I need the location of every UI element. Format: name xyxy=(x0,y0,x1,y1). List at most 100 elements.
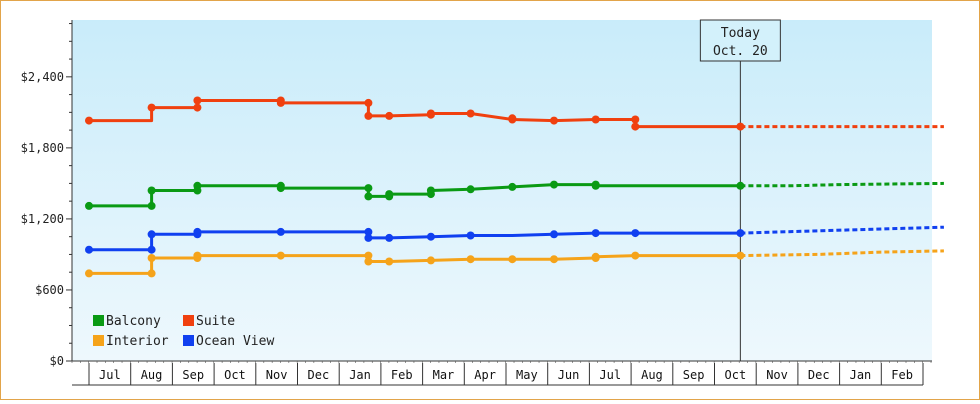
x-month-label: Sep xyxy=(182,368,204,382)
data-point xyxy=(508,115,517,124)
data-point xyxy=(426,109,435,118)
data-point xyxy=(466,185,475,194)
data-point xyxy=(364,111,373,120)
y-tick-label: $600 xyxy=(35,283,64,297)
data-point xyxy=(276,98,285,107)
legend-item-ocean-view: Ocean View xyxy=(183,334,274,349)
x-month-label: Apr xyxy=(474,368,496,382)
x-month-label: Nov xyxy=(766,368,788,382)
data-point xyxy=(364,251,373,260)
x-month-label: Mar xyxy=(433,368,455,382)
data-point xyxy=(591,229,600,238)
data-point xyxy=(736,181,745,190)
legend-label: Suite xyxy=(196,314,235,329)
data-point xyxy=(85,116,93,125)
legend-swatch xyxy=(93,315,104,326)
data-point xyxy=(385,111,394,120)
x-month-label: Nov xyxy=(266,368,288,382)
today-date-label: Oct. 20 xyxy=(713,44,768,59)
data-point xyxy=(85,201,93,210)
x-month-label: Oct xyxy=(224,368,246,382)
x-month-label: Feb xyxy=(391,368,413,382)
data-point xyxy=(193,251,202,260)
x-month-label: Sep xyxy=(683,368,705,382)
series-forecast-ocean-view xyxy=(740,225,944,235)
y-tick-label: $1,800 xyxy=(21,141,64,155)
x-month-label: Aug xyxy=(641,368,663,382)
series-line-ocean-view xyxy=(89,230,741,252)
x-month-label: Jul xyxy=(599,368,621,382)
data-point xyxy=(364,192,373,201)
legend-label: Ocean View xyxy=(196,334,274,349)
data-point xyxy=(550,116,558,125)
data-point xyxy=(364,227,373,236)
x-month-label: Jul xyxy=(99,368,121,382)
x-axis: Jul Aug Sep Oct Nov Dec Jan Feb Mar Apr May Jun Jul A… xyxy=(71,360,932,386)
y-axis: $0 $600 $1,200 $1,800 $2,400 xyxy=(21,20,73,368)
data-point xyxy=(147,254,156,262)
data-point xyxy=(193,181,202,190)
y-tick-label: $2,400 xyxy=(21,70,64,84)
data-point xyxy=(426,256,435,265)
series-suite xyxy=(85,96,944,131)
data-point xyxy=(426,232,435,241)
data-point xyxy=(85,245,93,254)
series-ocean-view xyxy=(85,225,944,254)
legend-item-suite: Suite xyxy=(183,314,235,329)
data-point xyxy=(193,103,202,112)
data-point xyxy=(147,186,156,195)
data-point xyxy=(466,255,475,264)
data-point xyxy=(466,231,475,240)
legend-item-interior: Interior xyxy=(93,334,169,349)
data-point xyxy=(147,201,156,210)
data-point xyxy=(591,181,600,190)
data-point xyxy=(631,229,640,238)
data-point xyxy=(147,245,156,254)
legend-swatch xyxy=(183,315,194,326)
data-point xyxy=(276,251,285,260)
data-point xyxy=(193,96,202,105)
legend-label: Interior xyxy=(106,334,169,349)
data-point xyxy=(385,190,394,199)
today-box xyxy=(699,19,781,62)
legend-item-balcony: Balcony xyxy=(93,314,161,329)
data-point xyxy=(364,98,373,107)
data-point xyxy=(508,255,517,264)
data-point xyxy=(276,227,285,236)
data-point xyxy=(466,109,475,118)
data-point xyxy=(631,251,640,260)
data-point xyxy=(147,269,156,278)
data-point xyxy=(631,115,640,124)
legend: Balcony Suite Interior Ocean View xyxy=(93,314,274,349)
data-point xyxy=(147,103,156,112)
legend-swatch xyxy=(93,335,104,346)
data-point xyxy=(276,184,285,193)
y-tick-label: $0 xyxy=(50,354,64,368)
today-label: Today xyxy=(721,26,760,41)
data-point xyxy=(508,182,517,191)
series-balcony xyxy=(85,180,944,210)
x-month-label: Dec xyxy=(308,368,330,382)
data-point xyxy=(736,251,745,260)
data-point xyxy=(591,115,600,124)
data-point xyxy=(385,257,394,266)
today-marker: Today Oct. 20 xyxy=(699,19,781,361)
legend-swatch xyxy=(183,335,194,346)
data-point xyxy=(550,230,558,239)
data-point xyxy=(426,186,435,195)
series-forecast-balcony xyxy=(740,181,944,188)
data-point xyxy=(550,255,558,264)
data-point xyxy=(193,227,202,236)
series-forecast-interior xyxy=(740,249,944,258)
x-month-label: May xyxy=(516,368,538,382)
data-point xyxy=(364,233,373,242)
legend-label: Balcony xyxy=(106,314,161,329)
x-month-label: Jan xyxy=(850,368,872,382)
data-point xyxy=(550,180,558,189)
x-month-label: Feb xyxy=(891,368,913,382)
x-month-label: Aug xyxy=(141,368,163,382)
data-point xyxy=(364,257,373,266)
x-month-label: Jan xyxy=(349,368,371,382)
